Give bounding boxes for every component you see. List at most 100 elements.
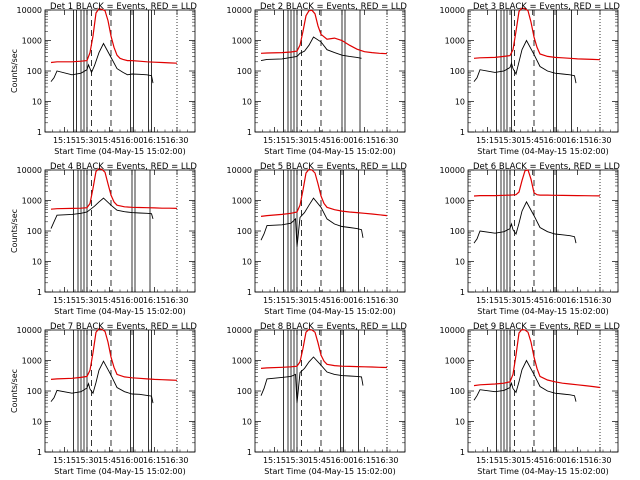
y-tick-label: 10 [32, 98, 42, 107]
x-tick-label: 16:00 [543, 296, 566, 305]
events-series-line [50, 360, 154, 404]
x-tick-label: 16:30 [165, 296, 188, 305]
x-tick-label: 15:45 [308, 296, 331, 305]
x-axis-label: Start Time (04-May-15 15:02:00) [264, 467, 395, 476]
x-tick-label: 15:15 [476, 456, 499, 465]
y-axis-label: Counts/sec [10, 209, 19, 253]
plot-frame [467, 169, 619, 293]
y-tick-label: 100 [27, 67, 42, 76]
x-tick-label: 16:30 [375, 136, 398, 145]
y-tick-label: 1000 [232, 357, 252, 366]
x-tick-label: 15:15 [476, 296, 499, 305]
plot-panel-4: 1 10 100 1000 10000 15:15 15:30 15:45 16:00 16:15… [10, 162, 197, 316]
lld-series-line [50, 8, 178, 64]
plot-title: Det 9 BLACK = Events, RED = LLD [473, 322, 620, 332]
events-series-line [260, 356, 364, 404]
plot-panel-1: 1 10 100 1000 10000 15:15 15:30 15:45 16:00 16:15… [10, 2, 197, 156]
plot-panel-8: 1 10 100 1000 10000 15:15 15:30 15:45 16:00 16:15… [227, 322, 408, 476]
x-axis-label: Start Time (04-May-15 15:02:00) [477, 467, 608, 476]
lld-series-line [260, 9, 388, 55]
y-tick-label: 1000 [445, 197, 465, 206]
plot-panel-3: 1 10 100 1000 10000 15:15 15:30 15:45 16:00 16:15… [440, 2, 621, 156]
y-tick-label: 10000 [17, 166, 42, 175]
plot-panel-9: 1 10 100 1000 10000 15:15 15:30 15:45 16:00 16:15… [440, 322, 621, 476]
plot-title: Det 8 BLACK = Events, RED = LLD [260, 322, 407, 332]
x-tick-label: 15:45 [98, 296, 121, 305]
x-tick-label: 16:00 [543, 456, 566, 465]
y-tick-label: 1000 [232, 37, 252, 46]
events-series-line [50, 42, 154, 84]
y-tick-label: 100 [450, 227, 465, 236]
y-tick-label: 1 [247, 128, 252, 137]
y-tick-label: 1000 [445, 37, 465, 46]
x-tick-label: 16:15 [143, 136, 166, 145]
lld-series-line [50, 168, 178, 210]
x-tick-label: 16:30 [588, 456, 611, 465]
y-tick-label: 10 [32, 418, 42, 427]
y-tick-label: 100 [237, 67, 252, 76]
y-tick-label: 10 [455, 98, 465, 107]
plot-panel-7: 1 10 100 1000 10000 15:15 15:30 15:45 16:00 16:15… [10, 322, 197, 476]
y-tick-label: 10000 [440, 166, 465, 175]
x-tick-label: 16:30 [588, 136, 611, 145]
lld-series-line [473, 328, 601, 389]
x-tick-label: 16:00 [120, 136, 143, 145]
x-axis-label: Start Time (04-May-15 15:02:00) [477, 307, 608, 316]
y-tick-label: 1000 [22, 357, 42, 366]
y-axis-label: Counts/sec [10, 49, 19, 93]
y-tick-label: 1000 [22, 197, 42, 206]
x-tick-label: 15:15 [263, 136, 286, 145]
x-tick-label: 16:30 [165, 136, 188, 145]
x-tick-label: 15:45 [308, 136, 331, 145]
lld-series-line [473, 7, 601, 61]
x-tick-label: 15:30 [498, 296, 521, 305]
y-tick-label: 10 [455, 258, 465, 267]
x-tick-label: 16:30 [375, 456, 398, 465]
x-tick-label: 15:15 [263, 296, 286, 305]
x-tick-label: 16:15 [143, 456, 166, 465]
x-tick-label: 15:45 [521, 136, 544, 145]
plot-panel-6: 1 10 100 1000 10000 15:15 15:30 15:45 16:00 16:15… [440, 162, 621, 316]
y-tick-label: 100 [27, 227, 42, 236]
x-tick-label: 16:00 [543, 136, 566, 145]
y-tick-label: 1 [37, 128, 42, 137]
y-tick-label: 1 [247, 448, 252, 457]
x-tick-label: 15:15 [53, 136, 76, 145]
x-tick-label: 15:30 [498, 136, 521, 145]
plot-title: Det 3 BLACK = Events, RED = LLD [473, 2, 620, 12]
y-tick-label: 100 [450, 67, 465, 76]
y-tick-label: 1000 [232, 197, 252, 206]
plot-title: Det 7 BLACK = Events, RED = LLD [50, 322, 197, 332]
y-tick-label: 100 [237, 227, 252, 236]
y-tick-label: 100 [237, 387, 252, 396]
y-tick-label: 1 [247, 288, 252, 297]
x-tick-label: 15:45 [521, 456, 544, 465]
y-axis-label: Counts/sec [10, 369, 19, 413]
x-axis-label: Start Time (04-May-15 15:02:00) [477, 147, 608, 156]
y-tick-label: 10000 [17, 326, 42, 335]
x-tick-label: 16:00 [330, 456, 353, 465]
plot-title: Det 2 BLACK = Events, RED = LLD [260, 2, 407, 12]
plot-panel-2: 1 10 100 1000 10000 15:15 15:30 15:45 16:00 16:15… [227, 2, 408, 156]
x-tick-label: 15:15 [53, 456, 76, 465]
x-tick-label: 15:45 [308, 456, 331, 465]
x-tick-label: 16:30 [375, 296, 398, 305]
events-series-line [473, 359, 577, 402]
lld-series-line [50, 328, 178, 381]
y-tick-label: 10 [32, 258, 42, 267]
y-tick-label: 10 [455, 418, 465, 427]
x-tick-label: 15:15 [476, 136, 499, 145]
y-tick-label: 1 [37, 288, 42, 297]
plot-panel-5: 1 10 100 1000 10000 15:15 15:30 15:45 16:00 16:15… [227, 162, 408, 316]
x-tick-label: 15:30 [498, 456, 521, 465]
x-axis-label: Start Time (04-May-15 15:02:00) [54, 467, 185, 476]
x-tick-label: 16:15 [353, 136, 376, 145]
y-tick-label: 10 [242, 98, 252, 107]
x-tick-label: 16:00 [330, 136, 353, 145]
x-tick-label: 16:00 [120, 456, 143, 465]
lld-series-line [260, 328, 388, 369]
x-tick-label: 16:15 [353, 456, 376, 465]
y-tick-label: 100 [450, 387, 465, 396]
events-series-line [260, 197, 364, 247]
x-tick-label: 15:15 [53, 296, 76, 305]
